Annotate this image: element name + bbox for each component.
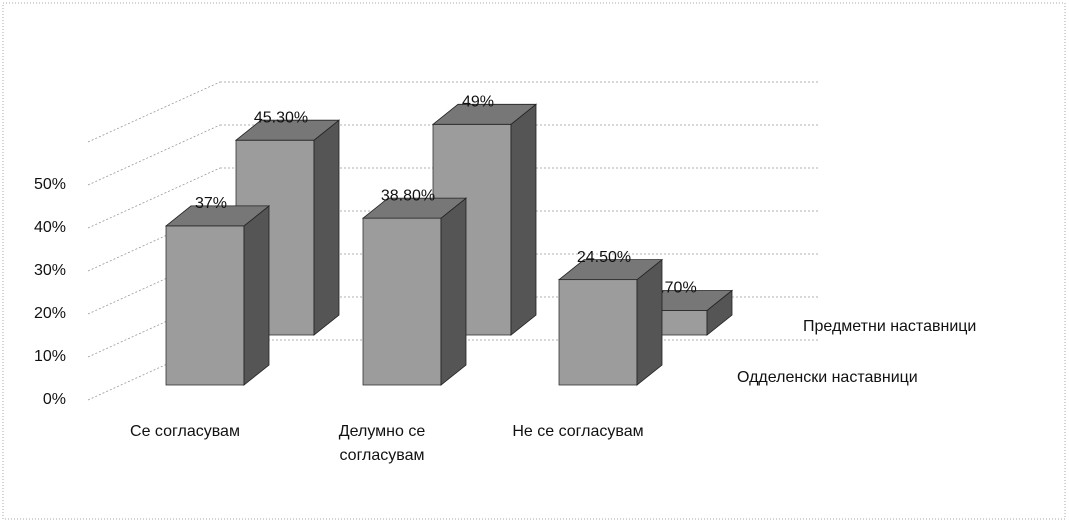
x-tick-label: Не се согласувам: [512, 423, 643, 440]
value-label: 45.30%: [254, 109, 308, 126]
x-tick-label: Се согласувам: [130, 423, 240, 440]
bar-front: [165, 225, 245, 386]
y-tick-label: 50%: [34, 176, 66, 193]
y-tick-label: 30%: [34, 262, 66, 279]
bar-side: [440, 197, 467, 386]
bar-top: [557, 259, 664, 281]
value-label: 37%: [195, 195, 227, 212]
legend-label: Предметни наставници: [803, 318, 976, 335]
legend-label: Одделенски наставници: [737, 369, 918, 386]
y-tick-label: 20%: [34, 305, 66, 322]
x-tick-label: Делумно се согласувам: [339, 423, 426, 464]
bar-top: [431, 103, 538, 125]
value-label: 5.70%: [651, 280, 696, 297]
y-tick-label: 40%: [34, 219, 66, 236]
grid-line: [87, 81, 221, 143]
bar-front: [558, 279, 638, 386]
bar-top: [234, 119, 341, 141]
bar-side: [636, 258, 663, 386]
bar-front: [362, 217, 442, 386]
y-tick-label: 0%: [43, 391, 66, 408]
bar-side: [313, 119, 340, 336]
bar-side: [510, 103, 537, 336]
value-label: 24.50%: [577, 249, 631, 266]
y-tick-label: 10%: [34, 348, 66, 365]
value-label: 38.80%: [381, 187, 435, 204]
bar-top: [164, 205, 271, 227]
value-label: 49%: [462, 94, 494, 111]
grid-line: [87, 124, 221, 186]
bar-top: [361, 197, 468, 219]
grid-line: [87, 167, 221, 229]
bar-side: [243, 205, 270, 386]
